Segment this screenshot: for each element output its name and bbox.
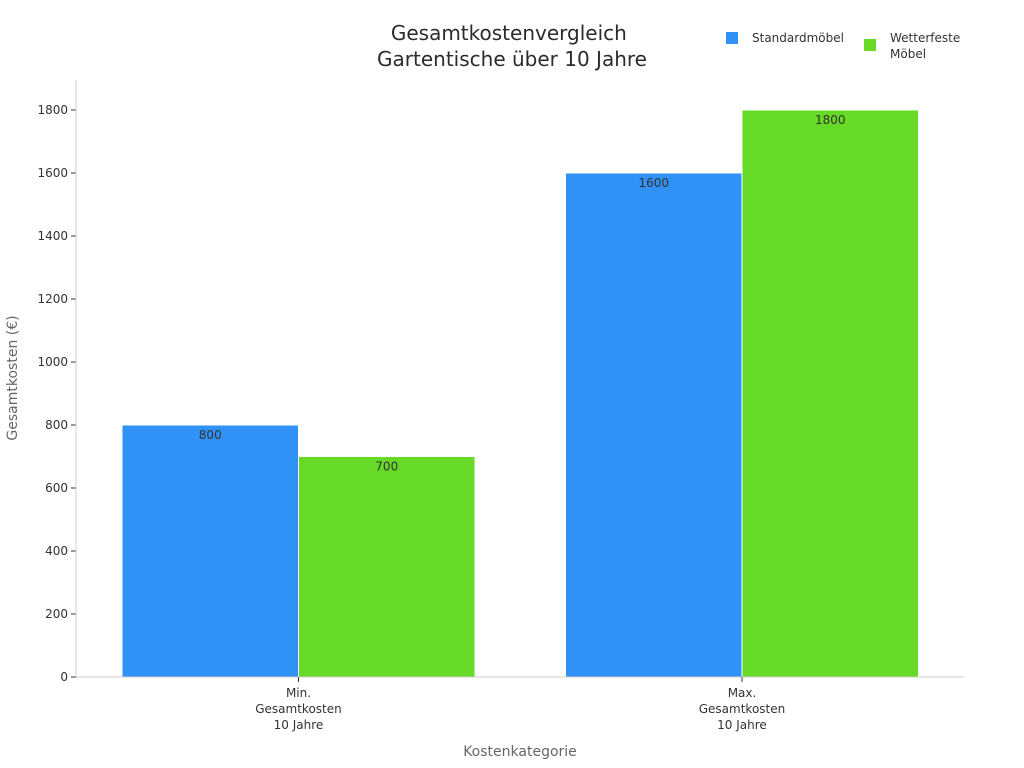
data-label-max-standardmoebel: 1600 bbox=[638, 176, 669, 190]
y-tick-label-200: 200 bbox=[45, 607, 68, 621]
x-tick-label-max-line-1: Max. bbox=[728, 686, 757, 700]
x-tick-label-min-line-1: Min. bbox=[286, 686, 311, 700]
legend-swatch-wetterfeste-moebel bbox=[864, 39, 876, 51]
legend-label-wetterfeste-moebel: Wetterfeste Möbel bbox=[890, 31, 964, 61]
y-tick-label-400: 400 bbox=[45, 544, 68, 558]
x-tick-label-min-line-2: Gesamtkosten bbox=[255, 702, 342, 716]
chart-title-line-1: Gesamtkostenvergleich bbox=[391, 21, 627, 45]
legend-label-wetterfeste-moebel-line-2: Möbel bbox=[890, 47, 926, 61]
data-label-max-wetterfeste-moebel: 1800 bbox=[815, 113, 846, 127]
data-label-min-wetterfeste-moebel: 700 bbox=[375, 460, 398, 474]
legend-swatch-standardmoebel bbox=[726, 32, 738, 44]
y-axis-title: Gesamtkosten (€) bbox=[5, 315, 21, 440]
bar-max-wetterfeste-moebel bbox=[741, 109, 919, 678]
data-labels: 800 700 1600 1800 bbox=[199, 113, 846, 474]
y-tick-label-800: 800 bbox=[45, 418, 68, 432]
y-tick-label-1000: 1000 bbox=[37, 355, 68, 369]
y-tick-label-1600: 1600 bbox=[37, 166, 68, 180]
data-label-min-standardmoebel: 800 bbox=[199, 428, 222, 442]
bar-min-wetterfeste-moebel bbox=[298, 456, 476, 678]
legend: Standardmöbel Wetterfeste Möbel bbox=[726, 31, 964, 61]
y-tick-label-1800: 1800 bbox=[37, 103, 68, 117]
bars bbox=[121, 109, 919, 678]
chart-title-line-2: Gartentische über 10 Jahre bbox=[377, 47, 647, 71]
y-tick-label-1400: 1400 bbox=[37, 229, 68, 243]
legend-label-standardmoebel: Standardmöbel bbox=[752, 31, 844, 45]
legend-label-wetterfeste-moebel-line-1: Wetterfeste bbox=[890, 31, 960, 45]
x-tick-label-min-line-3: 10 Jahre bbox=[274, 718, 324, 732]
x-tick-label-max-line-2: Gesamtkosten bbox=[699, 702, 786, 716]
y-tick-label-1200: 1200 bbox=[37, 292, 68, 306]
bar-max-standardmoebel bbox=[565, 172, 743, 678]
x-tick-label-max: Max. Gesamtkosten 10 Jahre bbox=[699, 686, 786, 732]
x-axis-title: Kostenkategorie bbox=[463, 744, 577, 760]
y-tick-label-600: 600 bbox=[45, 481, 68, 495]
x-axis-ticks: Min. Gesamtkosten 10 Jahre Max. Gesamtkosten… bbox=[255, 677, 785, 732]
x-tick-label-min: Min. Gesamtkosten 10 Jahre bbox=[255, 686, 342, 732]
chart-title: Gesamtkostenvergleich Gartentische über … bbox=[377, 21, 647, 71]
y-tick-label-0: 0 bbox=[60, 670, 68, 684]
y-axis-ticks: 0 200 400 600 800 1000 1200 1400 1600 1800 bbox=[37, 103, 76, 684]
legend-label-standardmoebel-line-1: Standardmöbel bbox=[752, 31, 844, 45]
x-tick-label-max-line-3: 10 Jahre bbox=[717, 718, 767, 732]
bar-min-standardmoebel bbox=[121, 424, 299, 678]
